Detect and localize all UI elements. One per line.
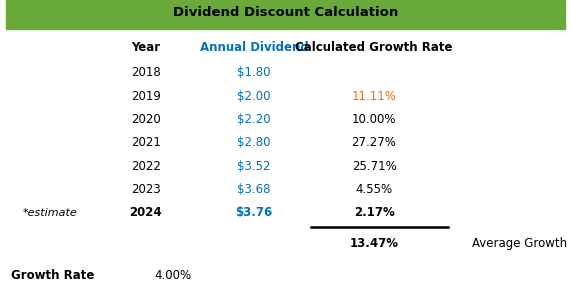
- Text: 2018: 2018: [131, 66, 160, 79]
- Text: Annual Dividend: Annual Dividend: [200, 40, 308, 54]
- Text: 4.00%: 4.00%: [154, 269, 191, 282]
- Text: $1.80: $1.80: [238, 66, 271, 79]
- Text: $3.52: $3.52: [238, 160, 271, 173]
- Text: Year: Year: [131, 40, 160, 54]
- Text: Dividend Discount Calculation: Dividend Discount Calculation: [173, 6, 398, 19]
- Text: Growth Rate: Growth Rate: [11, 269, 95, 282]
- Text: 2019: 2019: [131, 89, 160, 103]
- Text: 2023: 2023: [131, 183, 160, 196]
- Text: 13.47%: 13.47%: [349, 237, 399, 250]
- Text: 10.00%: 10.00%: [352, 113, 396, 126]
- Text: 2.17%: 2.17%: [353, 206, 395, 219]
- FancyBboxPatch shape: [6, 0, 565, 28]
- Text: $2.20: $2.20: [238, 113, 271, 126]
- Text: $2.80: $2.80: [238, 136, 271, 149]
- Text: *estimate: *estimate: [22, 208, 77, 218]
- Text: 2020: 2020: [131, 113, 160, 126]
- Text: 27.27%: 27.27%: [352, 136, 396, 149]
- Text: $2.00: $2.00: [238, 89, 271, 103]
- Text: 2024: 2024: [129, 206, 162, 219]
- Text: $3.76: $3.76: [235, 206, 273, 219]
- Text: 2021: 2021: [131, 136, 160, 149]
- Text: 25.71%: 25.71%: [352, 160, 396, 173]
- Text: 2022: 2022: [131, 160, 160, 173]
- Text: $3.68: $3.68: [238, 183, 271, 196]
- Text: Calculated Growth Rate: Calculated Growth Rate: [295, 40, 453, 54]
- Text: 11.11%: 11.11%: [352, 89, 396, 103]
- Text: Average Growth: Average Growth: [472, 237, 567, 250]
- Text: 4.55%: 4.55%: [355, 183, 393, 196]
